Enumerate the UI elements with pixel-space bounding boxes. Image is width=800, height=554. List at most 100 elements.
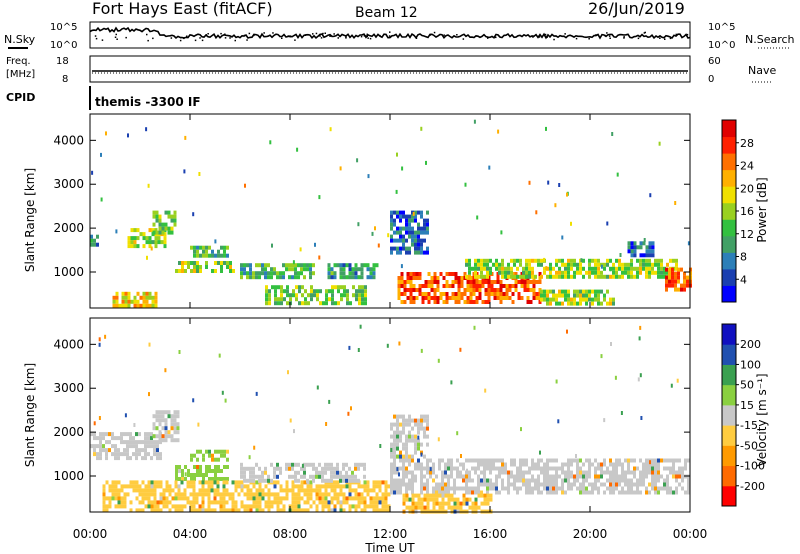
- heatmap-cell: [339, 508, 343, 513]
- heatmap-cell: [199, 269, 202, 273]
- heatmap-cell: [294, 474, 297, 479]
- heatmap-cell: [648, 241, 652, 246]
- heatmap-cell: [459, 470, 462, 475]
- heatmap-cell: [504, 266, 507, 271]
- heatmap-cell: [265, 297, 268, 302]
- heatmap-cell: [201, 496, 205, 501]
- heatmap-cell: [594, 274, 597, 279]
- heatmap-cell: [418, 284, 422, 288]
- heatmap-cell: [426, 458, 429, 463]
- heatmap-cell: [165, 500, 169, 505]
- heatmap-cell: [423, 454, 426, 459]
- heatmap-cell: [453, 466, 456, 471]
- heatmap-cell: [514, 284, 518, 288]
- heatmap-cell: [402, 242, 405, 247]
- heatmap-cell: [171, 488, 175, 493]
- heatmap-cell: [321, 496, 325, 501]
- heatmap-cell: [456, 470, 459, 475]
- nsearch-point: [248, 32, 251, 35]
- heatmap-cell: [687, 486, 690, 491]
- heatmap-cell: [618, 474, 621, 479]
- heatmap-cell: [615, 274, 618, 279]
- heatmap-cell: [677, 279, 680, 284]
- heatmap-cell: [366, 492, 370, 497]
- heatmap-cell: [439, 292, 443, 296]
- x-tick-label: 04:00: [173, 527, 208, 541]
- heatmap-cell: [161, 418, 165, 423]
- heatmap-cell: [396, 214, 399, 219]
- heatmap-cell: [214, 469, 217, 473]
- heatmap-cell: [363, 480, 367, 485]
- heatmap-cell: [405, 418, 408, 423]
- heatmap-cell: [348, 508, 352, 513]
- power-ylabel: Slant Range [km]: [23, 168, 37, 272]
- heatmap-cell: [105, 131, 107, 136]
- heatmap-cell: [451, 284, 455, 288]
- heatmap-cell: [411, 482, 414, 487]
- heatmap-cell: [90, 234, 93, 239]
- heatmap-cell: [674, 201, 677, 205]
- heatmap-cell: [183, 488, 187, 493]
- heatmap-cell: [303, 263, 306, 268]
- heatmap-cell: [651, 458, 654, 463]
- heatmap-cell: [396, 426, 399, 431]
- heatmap-cell: [411, 218, 414, 223]
- heatmap-cell: [576, 486, 579, 491]
- heatmap-cell: [591, 482, 594, 487]
- heatmap-cell: [285, 480, 289, 485]
- heatmap-cell: [654, 490, 657, 495]
- heatmap-cell: [555, 470, 558, 475]
- heatmap-cell: [570, 258, 573, 263]
- heatmap-cell: [615, 270, 618, 275]
- heatmap-cell: [155, 218, 159, 223]
- heatmap-cell: [423, 418, 426, 423]
- heatmap-cell: [192, 504, 196, 509]
- heatmap-cell: [312, 466, 315, 471]
- heatmap-cell: [261, 488, 265, 493]
- heatmap-cell: [372, 480, 376, 485]
- heatmap-cell: [393, 462, 396, 467]
- heatmap-cell: [481, 300, 485, 304]
- heatmap-cell: [597, 293, 600, 298]
- heatmap-cell: [501, 258, 504, 263]
- heatmap-cell: [161, 434, 165, 439]
- heatmap-cell: [354, 462, 357, 467]
- heatmap-cell: [486, 270, 489, 275]
- nsearch-point: [315, 32, 318, 35]
- heatmap-cell: [390, 466, 393, 471]
- heatmap-cell: [540, 466, 543, 471]
- heatmap-cell: [150, 488, 154, 493]
- heatmap-cell: [318, 474, 321, 479]
- heatmap-cell: [198, 508, 202, 513]
- heatmap-cell: [426, 222, 429, 227]
- heatmap-cell: [213, 508, 217, 513]
- heatmap-cell: [93, 432, 96, 437]
- heatmap-cell: [375, 508, 379, 513]
- colorbar-tick-label: 24: [740, 160, 754, 173]
- heatmap-cell: [594, 262, 597, 267]
- heatmap-cell: [484, 300, 488, 304]
- heatmap-cell: [645, 258, 648, 263]
- nsearch-point: [259, 35, 261, 38]
- heatmap-cell: [105, 432, 108, 437]
- heatmap-cell: [300, 480, 304, 485]
- heatmap-cell: [246, 484, 250, 489]
- heatmap-cell: [535, 210, 538, 215]
- nsearch-point: [272, 32, 274, 34]
- nsearch-point: [664, 38, 666, 40]
- heatmap-cell: [153, 496, 157, 501]
- heatmap-cell: [393, 438, 396, 443]
- heatmap-cell: [408, 486, 411, 491]
- heatmap-cell: [432, 493, 436, 498]
- heatmap-cell: [406, 296, 410, 300]
- heatmap-cell: [214, 477, 217, 481]
- heatmap-cell: [375, 496, 379, 501]
- heatmap-cell: [612, 466, 615, 471]
- heatmap-cell: [390, 246, 393, 251]
- heatmap-cell: [159, 452, 162, 457]
- heatmap-cell: [91, 170, 94, 175]
- heatmap-cell: [375, 480, 379, 485]
- heatmap-cell: [208, 449, 211, 454]
- heatmap-cell: [421, 284, 425, 288]
- heatmap-cell: [558, 258, 561, 263]
